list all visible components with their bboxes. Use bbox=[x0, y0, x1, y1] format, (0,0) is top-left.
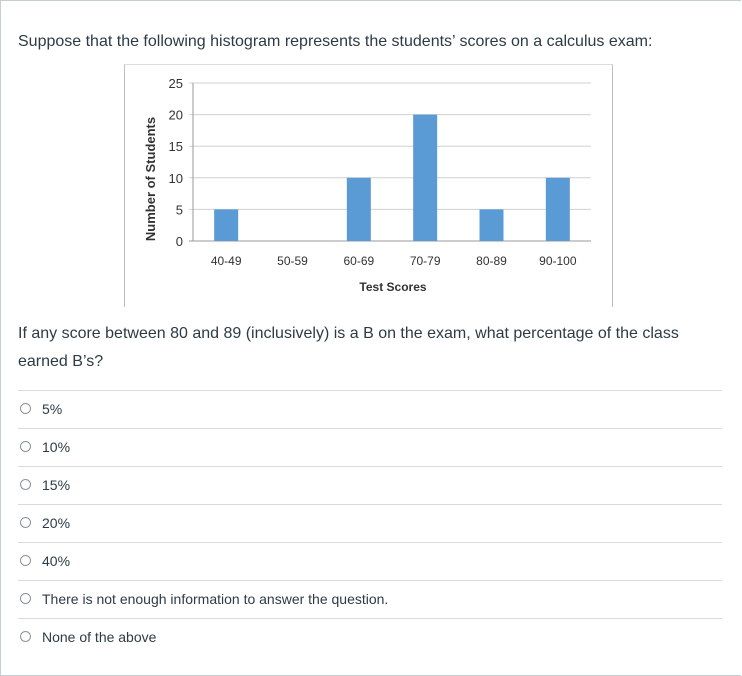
y-axis-label: Number of Students bbox=[143, 117, 158, 241]
answer-option-1[interactable]: 5% bbox=[18, 390, 722, 428]
y-tick-label: 20 bbox=[169, 108, 183, 123]
histogram-svg: Number of Students Test Scores 0 5 10 15 20 2… bbox=[143, 76, 591, 294]
x-tick-label: 90-100 bbox=[539, 254, 577, 268]
y-tick-label: 15 bbox=[169, 139, 183, 154]
radio-button[interactable] bbox=[20, 403, 31, 414]
answer-option-4[interactable]: 20% bbox=[18, 504, 722, 542]
x-tick-label: 50-59 bbox=[277, 254, 308, 268]
question-text: Suppose that the following histogram rep… bbox=[18, 33, 653, 50]
bar bbox=[346, 177, 371, 241]
bar bbox=[545, 177, 570, 241]
answer-label[interactable]: 15% bbox=[42, 477, 71, 493]
radio-button[interactable] bbox=[20, 479, 31, 490]
radio-button[interactable] bbox=[20, 555, 31, 566]
answer-option-3[interactable]: 15% bbox=[18, 466, 722, 504]
x-tick-label: 40-49 bbox=[211, 254, 242, 268]
answer-label[interactable]: None of the above bbox=[42, 629, 157, 645]
answer-option-2[interactable]: 10% bbox=[18, 428, 722, 466]
answer-option-6[interactable]: There is not enough information to answe… bbox=[18, 580, 722, 618]
question-prompt: If any score between 80 and 89 (inclusiv… bbox=[18, 325, 679, 370]
y-tick-label: 10 bbox=[169, 171, 183, 186]
bar bbox=[214, 209, 239, 241]
bar bbox=[479, 209, 504, 241]
y-tick-label: 5 bbox=[176, 202, 183, 217]
radio-button[interactable] bbox=[20, 593, 31, 604]
answer-option-5[interactable]: 40% bbox=[18, 542, 722, 580]
y-tick-label: 0 bbox=[176, 234, 183, 249]
x-tick-label: 60-69 bbox=[343, 254, 374, 268]
answer-label[interactable]: There is not enough information to answe… bbox=[42, 591, 389, 607]
y-tick-label: 25 bbox=[169, 76, 183, 91]
answer-label[interactable]: 10% bbox=[42, 439, 71, 455]
histogram-chart: Number of Students Test Scores 0 5 10 15 20 2… bbox=[124, 64, 613, 307]
answer-label[interactable]: 5% bbox=[42, 401, 63, 417]
x-tick-label: 70-79 bbox=[410, 254, 441, 268]
radio-button[interactable] bbox=[20, 517, 31, 528]
answer-list: 5% 10% 15% 20% 40% There is not enough i… bbox=[18, 390, 722, 656]
radio-button[interactable] bbox=[20, 441, 31, 452]
x-axis-label: Test Scores bbox=[359, 280, 426, 294]
answer-label[interactable]: 40% bbox=[42, 553, 71, 569]
answer-option-7[interactable]: None of the above bbox=[18, 618, 722, 656]
radio-button[interactable] bbox=[20, 631, 31, 642]
answer-label[interactable]: 20% bbox=[42, 515, 71, 531]
x-tick-label: 80-89 bbox=[476, 254, 507, 268]
bar bbox=[413, 114, 438, 241]
